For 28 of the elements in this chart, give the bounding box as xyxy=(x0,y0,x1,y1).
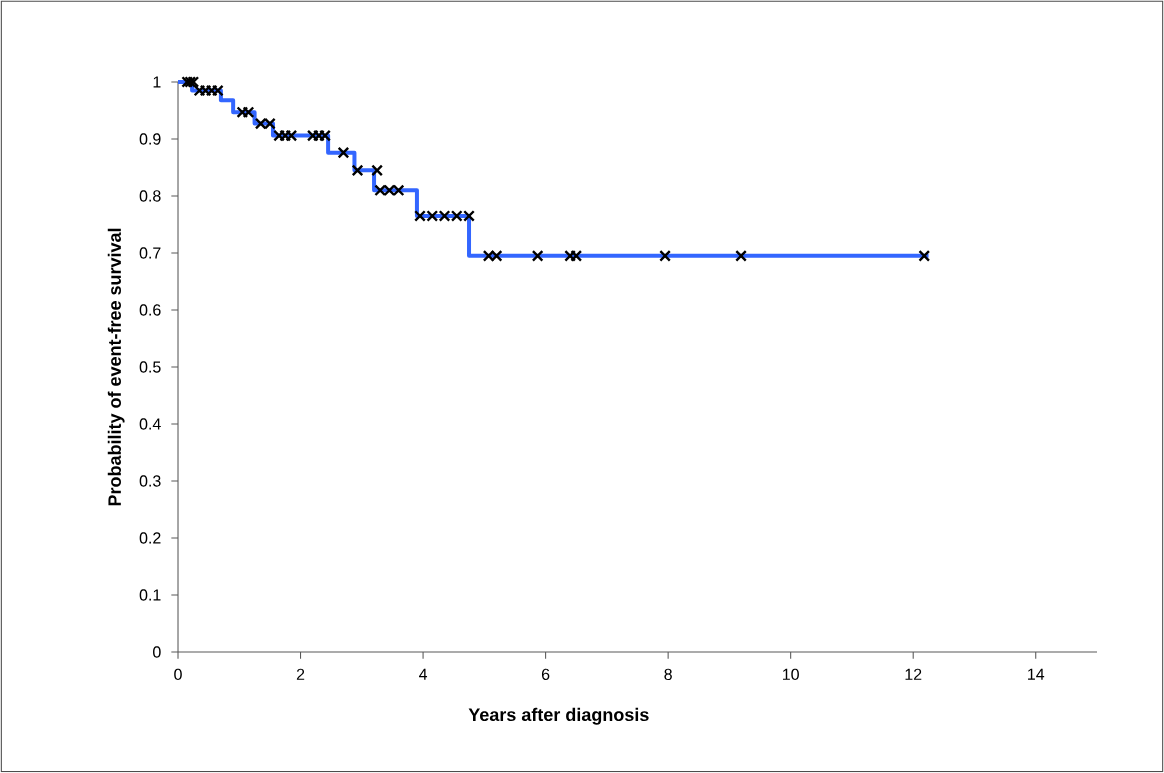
x-tick-label: 12 xyxy=(905,668,922,680)
y-tick-label: 0.9 xyxy=(139,133,161,145)
point xyxy=(659,249,671,262)
y-tick-label: 0.6 xyxy=(139,304,161,316)
y-tick-label: 0 xyxy=(153,646,161,658)
y-tick-label: 0.8 xyxy=(139,190,161,202)
x-tick-label: 0 xyxy=(174,668,182,681)
y-tick-label: 0.4 xyxy=(139,418,161,430)
y-tick-label: 0.1 xyxy=(139,589,161,601)
x-tick-label: 14 xyxy=(1028,668,1045,680)
point xyxy=(531,249,544,262)
x-tick-label: 6 xyxy=(541,668,550,681)
x-tick-label: 10 xyxy=(782,668,799,681)
point xyxy=(351,164,364,177)
x-tick-label: 4 xyxy=(419,668,428,680)
x-tick-label: 2 xyxy=(296,668,305,680)
y-tick-label: 0.5 xyxy=(139,361,161,373)
point xyxy=(337,146,350,159)
y-tick-label: 0.7 xyxy=(139,247,161,259)
y-tick-label: 1 xyxy=(153,76,161,88)
x-axis-title: Years after diagnosis xyxy=(468,707,649,725)
y-tick-label: 0.2 xyxy=(139,532,161,544)
y-axis-title: Probability of event-free survival xyxy=(107,228,125,506)
point xyxy=(371,164,384,177)
x-tick-label: 8 xyxy=(664,668,672,681)
point xyxy=(918,249,931,262)
y-tick-label: 0.3 xyxy=(139,475,161,487)
point xyxy=(735,249,747,262)
